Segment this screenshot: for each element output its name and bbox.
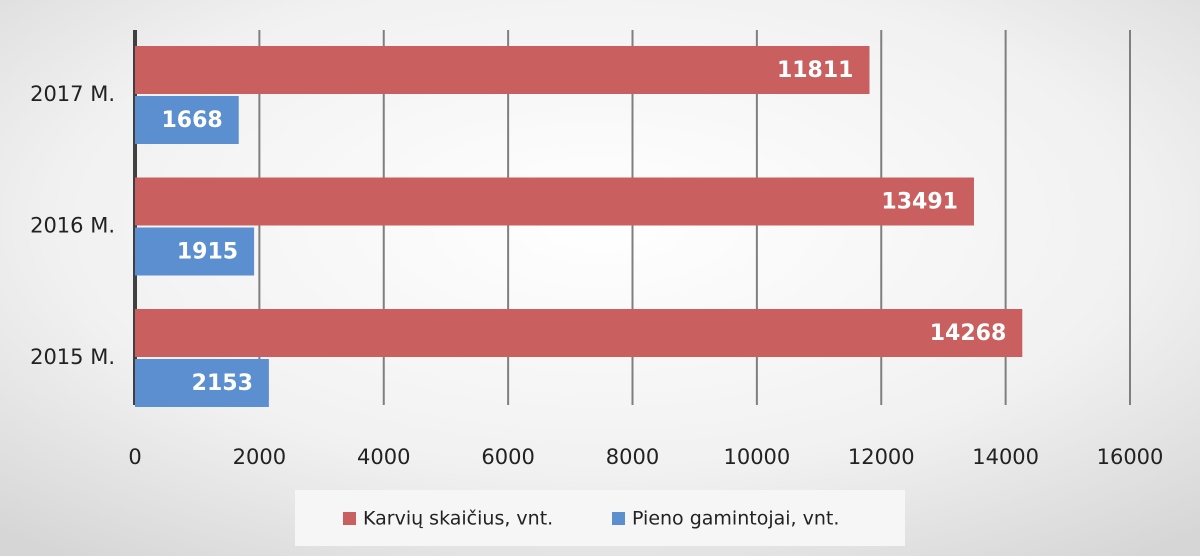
- value-label: 1915: [177, 240, 238, 265]
- y-tick-label: 2017 M.: [30, 82, 115, 106]
- legend-swatch: [612, 512, 625, 525]
- x-tick-label: 6000: [481, 445, 534, 469]
- legend-label: Karvių skaičius, vnt.: [363, 508, 553, 530]
- bar: [135, 177, 974, 226]
- legend-label: Pieno gamintojai, vnt.: [632, 508, 839, 530]
- bar: [135, 227, 255, 276]
- x-tick-label: 16000: [1097, 445, 1164, 469]
- bar: [135, 96, 239, 144]
- bar: [135, 359, 269, 407]
- value-label: 2153: [192, 371, 253, 396]
- x-tick-label: 10000: [723, 445, 790, 469]
- value-label: 11811: [777, 58, 854, 83]
- value-label: 1668: [161, 108, 222, 133]
- legend-box: [295, 490, 905, 546]
- x-tick-label: 14000: [972, 445, 1039, 469]
- x-tick-label: 0: [128, 445, 141, 469]
- value-label: 14268: [930, 321, 1007, 346]
- x-tick-label: 4000: [357, 445, 410, 469]
- x-tick-label: 12000: [848, 445, 915, 469]
- value-label: 13491: [881, 190, 958, 215]
- bar: [135, 309, 1023, 357]
- x-tick-label: 8000: [606, 445, 659, 469]
- x-tick-label: 2000: [233, 445, 286, 469]
- y-tick-label: 2016 M.: [30, 214, 115, 238]
- y-tick-label: 2015 M.: [30, 345, 115, 369]
- legend-swatch: [343, 512, 356, 525]
- bar: [135, 46, 870, 94]
